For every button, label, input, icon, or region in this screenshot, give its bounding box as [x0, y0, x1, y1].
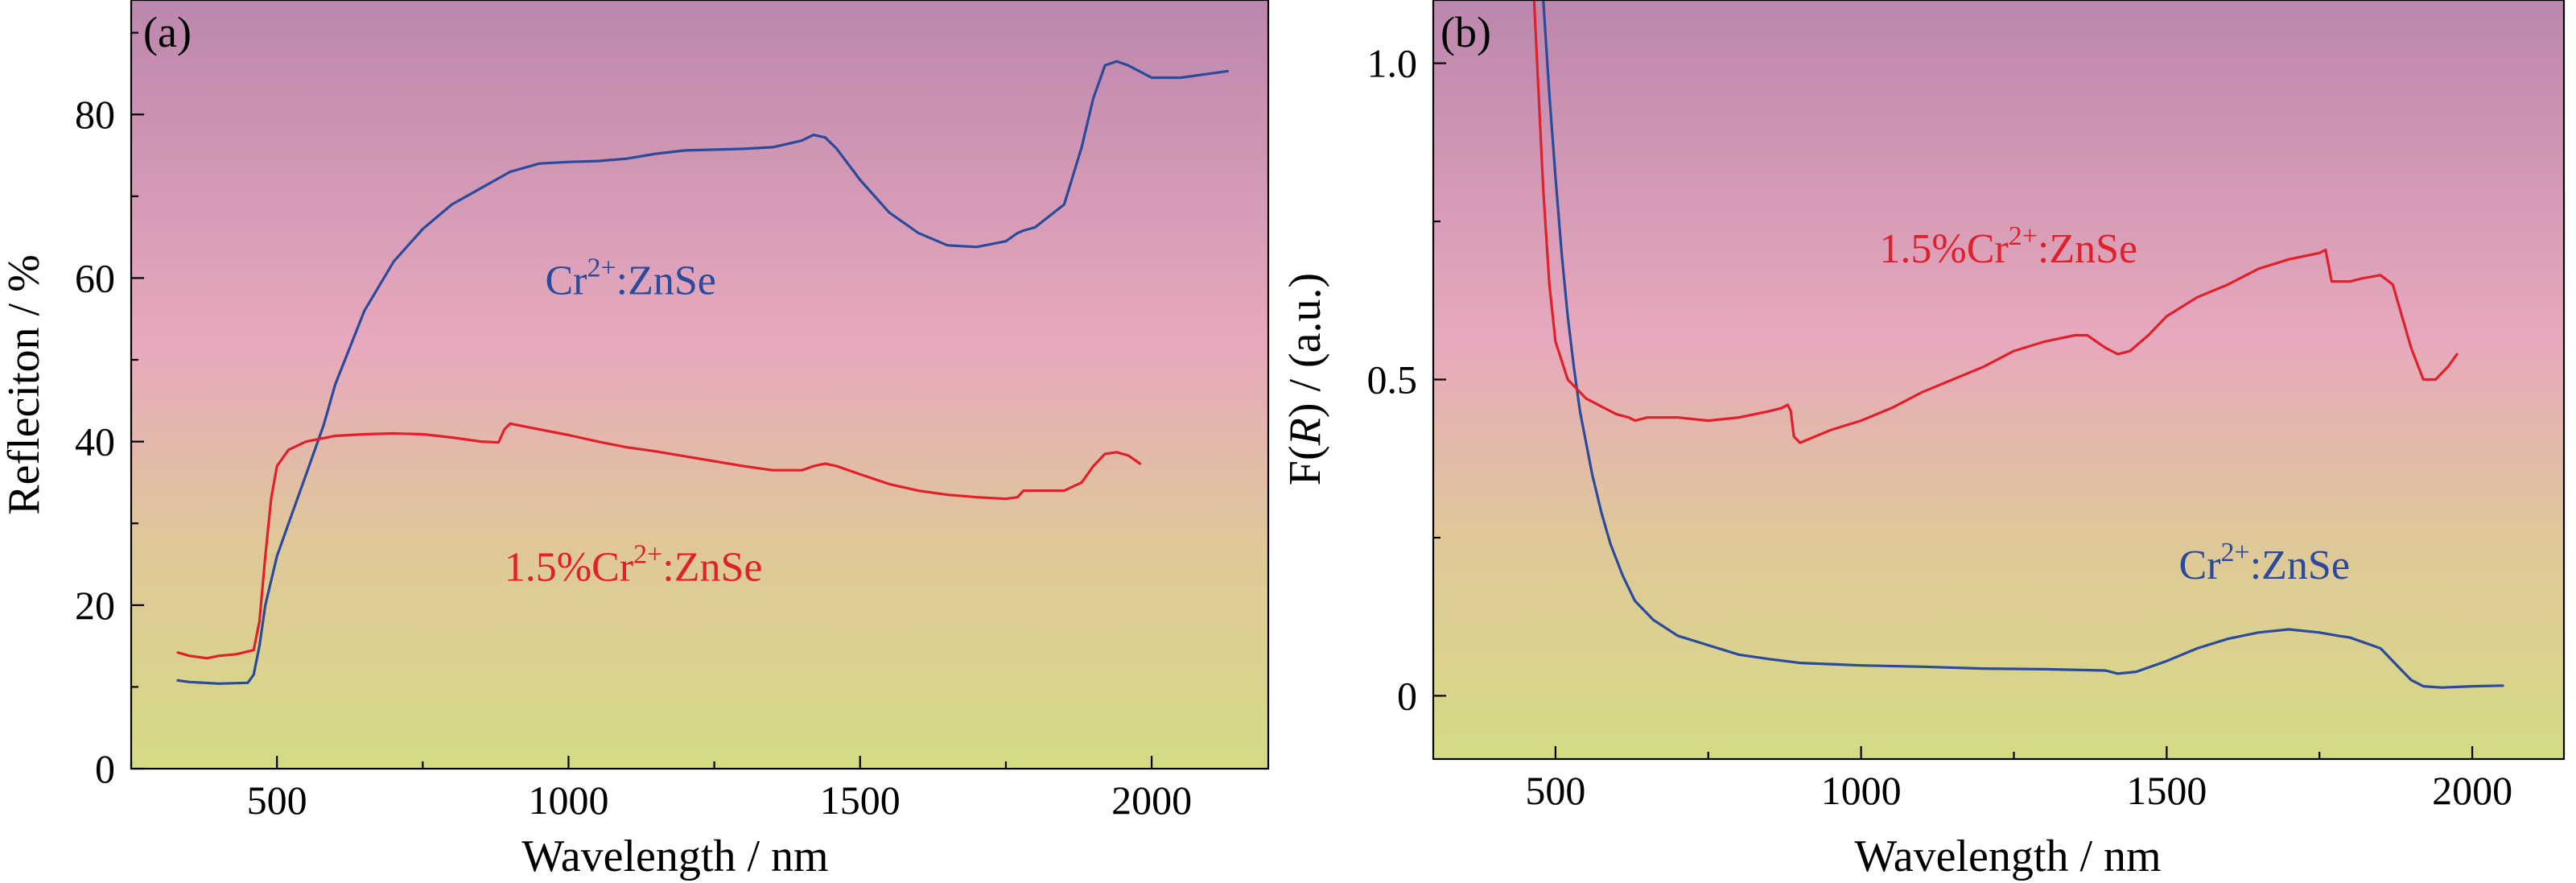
x-tick-label-500: 500: [247, 778, 307, 823]
panel-a-y-ticks: 0 20 40 60 80: [75, 31, 144, 791]
y-tick-label-0: 0: [95, 746, 115, 791]
panel-b-x-ticks: 500 1000 1500 2000: [1525, 746, 2512, 813]
x-tick-label-2000: 2000: [2432, 768, 2512, 813]
y-tick-label-0: 0: [1397, 673, 1417, 718]
panel-a-y-axis-title: Refleciton / %: [0, 254, 49, 514]
series-line-1.5-cr-znse: [176, 422, 1142, 660]
y-tick-label-60: 60: [75, 255, 115, 300]
panel-a-label: (a): [143, 8, 192, 56]
series-line-cr-znse: [176, 60, 1229, 685]
x-tick-label-1000: 1000: [1821, 768, 1902, 813]
panel-b-plot-area: [1433, 0, 2564, 759]
panel-b-label: (b): [1440, 8, 1491, 56]
x-tick-label-500: 500: [1525, 768, 1585, 813]
x-tick-label-1000: 1000: [528, 778, 608, 823]
panel-a-plot-area: [131, 0, 1268, 769]
annotation-1.5-cr-znse: 1.5%Cr2+:ZnSe: [505, 539, 763, 590]
panel-b-y-axis-title: F(R) / (a.u.): [1280, 273, 1330, 485]
annotation-cr-znse: Cr2+:ZnSe: [2179, 538, 2350, 588]
y-tick-label-0-5: 0.5: [1367, 357, 1418, 402]
y-tick-label-20: 20: [75, 583, 115, 628]
x-tick-label-1500: 1500: [820, 778, 901, 823]
panel-a-series-layer: [176, 60, 1229, 685]
panel-b: 500 1000 1500 2000 0 0.5 1.0 (b) Wavelength /…: [1280, 0, 2566, 881]
x-tick-label-1500: 1500: [2126, 768, 2207, 813]
y-tick-label-1: 1.0: [1367, 41, 1418, 86]
panel-a: 500 1000 1500 2000 0 20 40 60 80 (a) Wavelength…: [0, 0, 1270, 881]
x-tick-label-2000: 2000: [1111, 778, 1192, 823]
panel-b-y-ticks: 0 0.5 1.0: [1367, 41, 1446, 718]
panel-b-x-axis-title: Wavelength / nm: [1854, 831, 2161, 881]
series-line-cr-znse: [1542, 0, 2504, 689]
annotation-1.5-cr-znse: 1.5%Cr2+:ZnSe: [1879, 221, 2137, 272]
panel-a-x-ticks: 500 1000 1500 2000: [130, 756, 1192, 823]
panel-a-frame: [130, 0, 1270, 770]
series-line-1.5-cr-znse: [1532, 0, 2459, 444]
y-tick-label-80: 80: [75, 92, 115, 137]
panel-b-series-layer: [1532, 0, 2504, 689]
annotation-cr-znse: Cr2+:ZnSe: [545, 254, 715, 304]
panel-a-x-axis-title: Wavelength / nm: [521, 831, 828, 881]
y-tick-label-40: 40: [75, 419, 115, 464]
